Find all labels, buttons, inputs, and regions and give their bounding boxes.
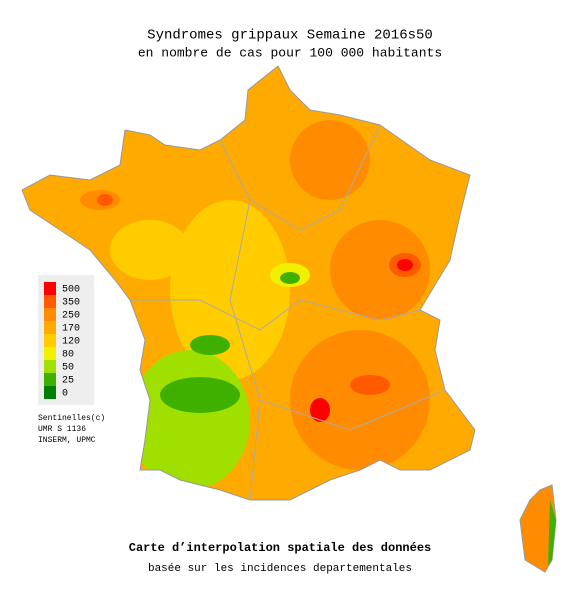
legend-label: 50 [62,363,74,374]
legend-label: 170 [62,324,80,335]
legend-label: 350 [62,298,80,309]
legend-swatch [44,334,56,347]
legend-label: 250 [62,311,80,322]
legend-swatch [44,282,56,295]
credit: UMR S 1136 [38,425,86,434]
subtitle: en nombre de cas pour 100 000 habitants [138,45,442,60]
legend-swatch [44,308,56,321]
legend-swatch [44,360,56,373]
legend-swatch [44,386,56,399]
legend-label: 120 [62,337,80,348]
credit: Sentinelles(c) [38,414,105,423]
footer-title: Carte d’interpolation spatiale des donné… [129,541,431,555]
title: Syndromes grippaux Semaine 2016s50 [147,28,433,44]
legend-swatch [44,373,56,386]
legend-label: 0 [62,389,68,400]
legend-label: 80 [62,350,74,361]
legend-swatch [44,295,56,308]
footer-subtitle: basée sur les incidences departementales [148,563,412,575]
legend-label: 500 [62,285,80,296]
legend-label: 25 [62,376,74,387]
legend-swatch [44,347,56,360]
legend-swatch [44,321,56,334]
credit: INSERM, UPMC [38,436,96,445]
